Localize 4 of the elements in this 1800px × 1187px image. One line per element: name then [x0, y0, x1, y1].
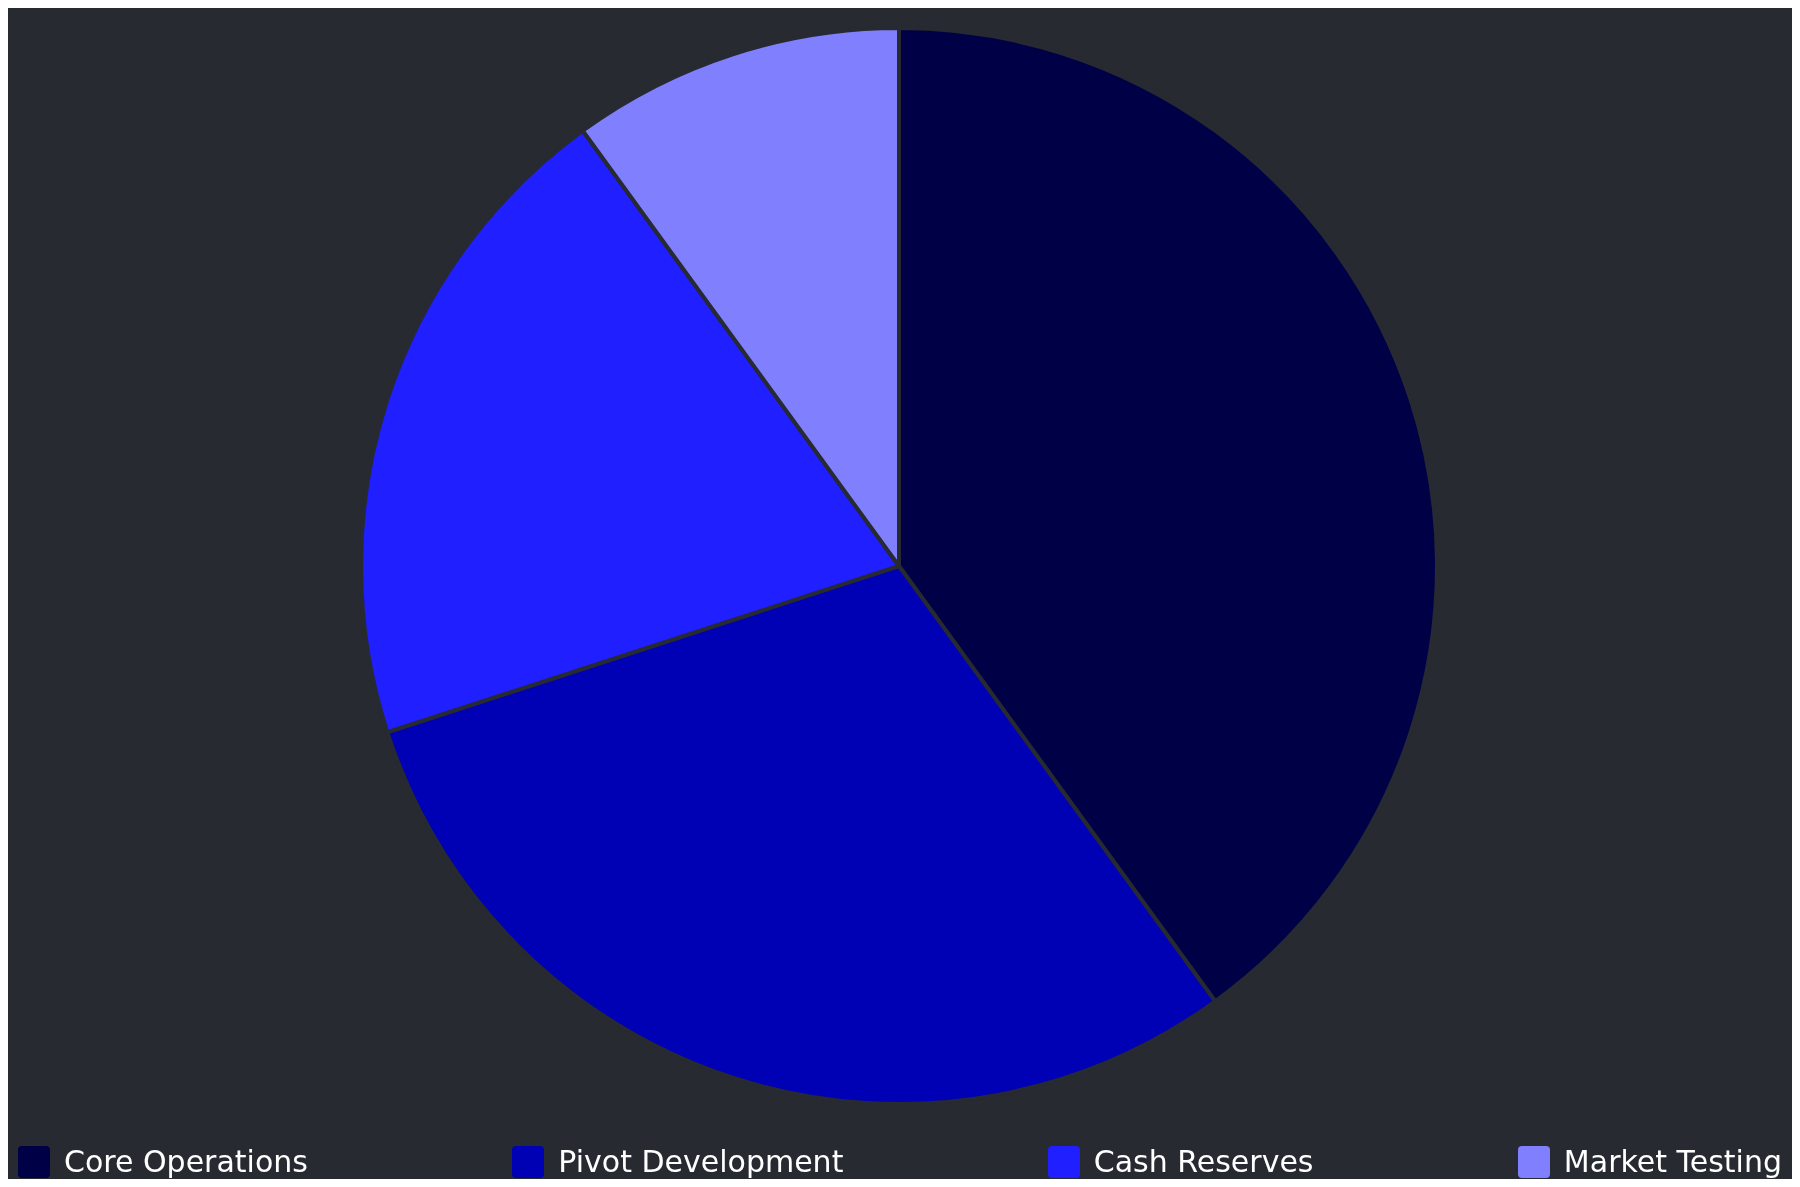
legend-label: Market Testing	[1563, 1144, 1782, 1179]
legend-label: Core Operations	[64, 1144, 308, 1179]
legend-label: Pivot Development	[558, 1144, 844, 1179]
legend-label: Cash Reserves	[1093, 1144, 1314, 1179]
